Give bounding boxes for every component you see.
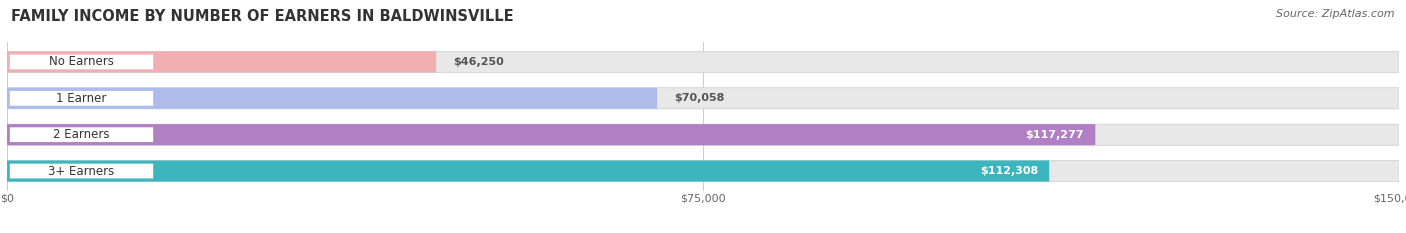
Text: $70,058: $70,058 [673,93,724,103]
FancyBboxPatch shape [7,88,657,109]
Text: No Earners: No Earners [49,55,114,69]
FancyBboxPatch shape [10,91,153,106]
Text: 3+ Earners: 3+ Earners [48,164,115,178]
Text: FAMILY INCOME BY NUMBER OF EARNERS IN BALDWINSVILLE: FAMILY INCOME BY NUMBER OF EARNERS IN BA… [11,9,513,24]
Text: $117,277: $117,277 [1026,130,1084,140]
FancyBboxPatch shape [7,161,1049,182]
Text: $46,250: $46,250 [453,57,503,67]
FancyBboxPatch shape [7,88,1399,109]
FancyBboxPatch shape [7,124,1095,145]
FancyBboxPatch shape [10,164,153,178]
FancyBboxPatch shape [7,124,1399,145]
FancyBboxPatch shape [7,51,436,72]
Text: $112,308: $112,308 [980,166,1038,176]
FancyBboxPatch shape [10,127,153,142]
FancyBboxPatch shape [10,55,153,69]
Text: 1 Earner: 1 Earner [56,92,107,105]
Text: 2 Earners: 2 Earners [53,128,110,141]
Text: Source: ZipAtlas.com: Source: ZipAtlas.com [1277,9,1395,19]
FancyBboxPatch shape [7,51,1399,72]
FancyBboxPatch shape [7,161,1399,182]
